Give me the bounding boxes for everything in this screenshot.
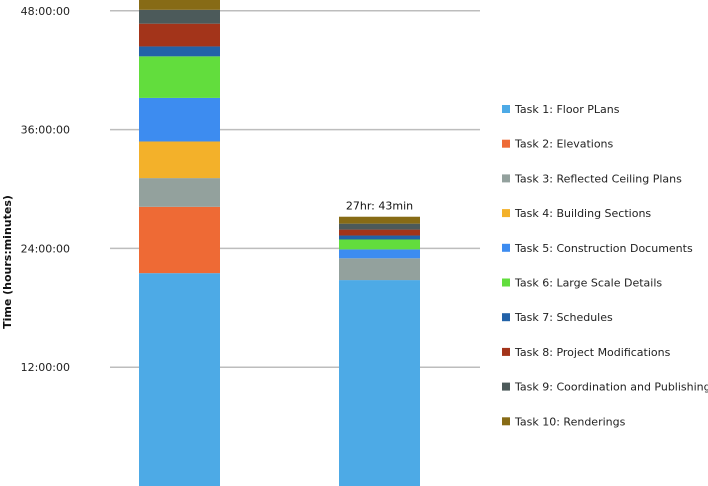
legend-item: Task 9: Coordination and Publishing bbox=[502, 381, 708, 394]
bar-segment-task-4 bbox=[139, 141, 220, 179]
legend-swatch bbox=[502, 382, 510, 391]
legend-item: Task 7: Schedules bbox=[502, 311, 613, 324]
legend-swatch bbox=[502, 209, 510, 218]
legend-swatch bbox=[502, 174, 510, 183]
legend-swatch bbox=[502, 139, 510, 148]
legend-label: Task 7: Schedules bbox=[514, 311, 613, 324]
legend-item: Task 8: Project Modifications bbox=[502, 346, 671, 359]
bar-segment-task-5 bbox=[339, 249, 420, 259]
legend-swatch bbox=[502, 417, 510, 426]
y-tick-label: 48:00:00 bbox=[21, 5, 70, 18]
bar-segment-task-8 bbox=[139, 23, 220, 47]
legend-item: Task 1: Floor PLans bbox=[502, 103, 620, 116]
bar-segment-task-6 bbox=[339, 239, 420, 250]
legend-item: Task 4: Building Sections bbox=[502, 207, 651, 220]
legend-swatch bbox=[502, 313, 510, 322]
legend-swatch bbox=[502, 105, 510, 113]
bar-segment-task-8 bbox=[339, 229, 420, 236]
legend-label: Task 10: Renderings bbox=[514, 415, 626, 428]
y-tick-label: 24:00:00 bbox=[21, 242, 70, 255]
bar-segment-task-9 bbox=[339, 223, 420, 230]
y-axis-ticks: 12:00:00 24:00:00 36:00:00 48:00:00 bbox=[21, 5, 70, 374]
legend-label: Task 6: Large Scale Details bbox=[514, 277, 662, 290]
legend-label: Task 1: Floor PLans bbox=[514, 103, 620, 116]
legend-label: Task 2: Elevations bbox=[514, 138, 614, 151]
legend-item: Task 2: Elevations bbox=[502, 138, 614, 151]
bar-segment-task-1 bbox=[339, 280, 420, 486]
legend-item: Task 3: Reflected Ceiling Plans bbox=[502, 172, 682, 185]
legend-label: Task 9: Coordination and Publishing bbox=[514, 381, 708, 394]
legend-swatch bbox=[502, 347, 510, 356]
bar-totals: 50hr: 27min27hr: 43min bbox=[346, 200, 413, 213]
y-tick-label: 36:00:00 bbox=[21, 124, 70, 137]
bar-segment-task-1 bbox=[139, 273, 220, 486]
legend-label: Task 8: Project Modifications bbox=[514, 346, 671, 359]
bar-segment-task-9 bbox=[139, 9, 220, 24]
legend-label: Task 5: Construction Documents bbox=[514, 242, 693, 255]
legend-label: Task 4: Building Sections bbox=[514, 207, 651, 220]
bar-segment-task-10 bbox=[139, 0, 220, 10]
legend: Task 1: Floor PLans Task 2: Elevations Tas… bbox=[502, 103, 708, 428]
legend-item: Task 5: Construction Documents bbox=[502, 242, 693, 255]
bar-total-label: 27hr: 43min bbox=[346, 200, 413, 213]
bar-segment-task-5 bbox=[139, 97, 220, 142]
bars bbox=[139, 0, 420, 486]
bar-segment-task-7 bbox=[139, 46, 220, 57]
legend-item: Task 6: Large Scale Details bbox=[502, 277, 662, 290]
bar-segment-task-10 bbox=[339, 216, 420, 224]
legend-swatch bbox=[502, 278, 510, 287]
legend-item: Task 10: Renderings bbox=[502, 415, 626, 428]
bar-segment-task-3 bbox=[139, 178, 220, 207]
y-axis-label: Time (hours:minutes) bbox=[1, 195, 14, 329]
legend-label: Task 3: Reflected Ceiling Plans bbox=[514, 172, 682, 185]
y-tick-label: 12:00:00 bbox=[21, 361, 70, 374]
bar-segment-task-7 bbox=[339, 235, 420, 240]
legend-swatch bbox=[502, 243, 510, 252]
bar-segment-task-6 bbox=[139, 56, 220, 98]
bar-segment-task-2 bbox=[139, 206, 220, 274]
bar-segment-task-3 bbox=[339, 258, 420, 281]
